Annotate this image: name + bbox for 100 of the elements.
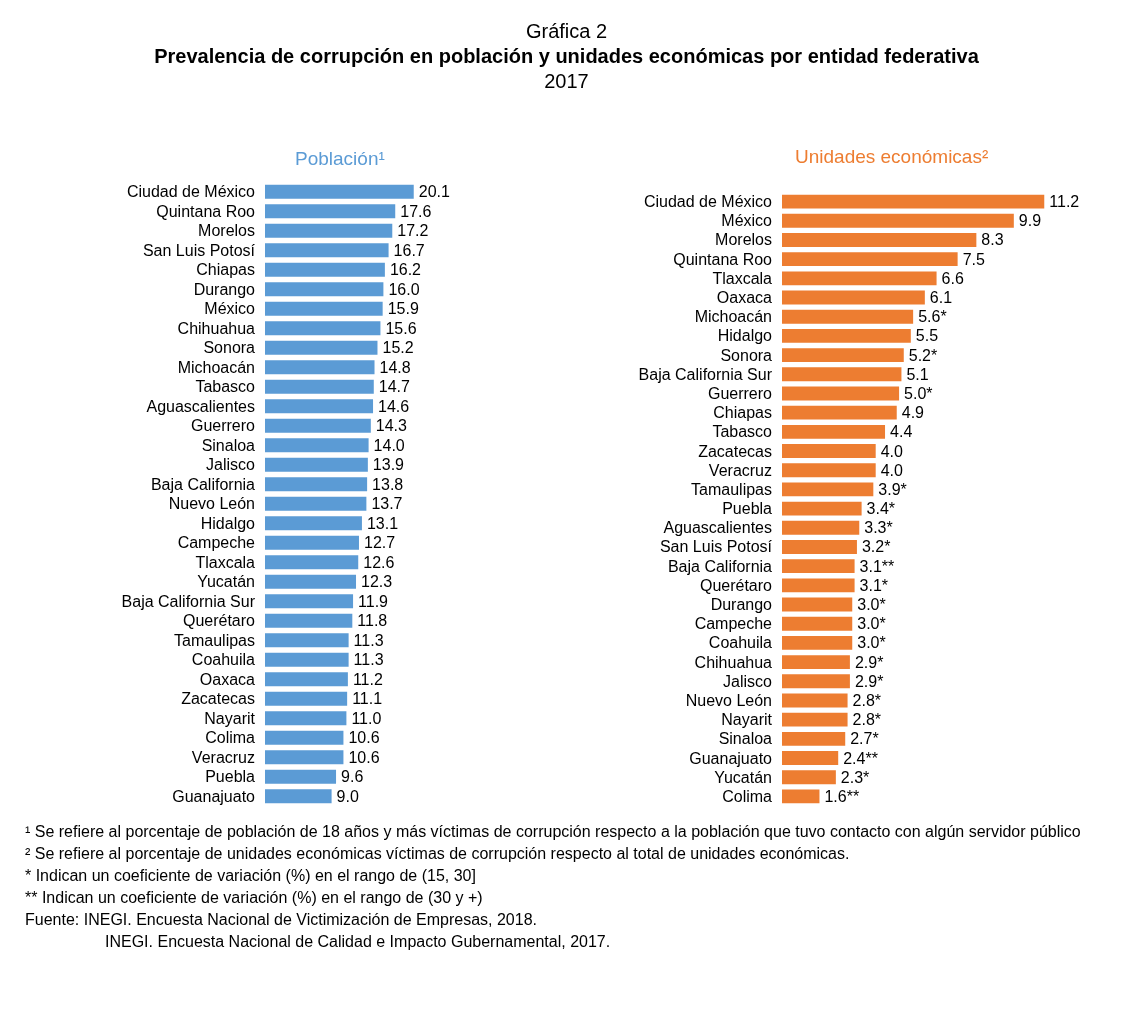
y-tick-label: Baja California Sur	[638, 365, 773, 383]
data-label: 15.9	[387, 300, 419, 318]
bar	[265, 301, 383, 316]
bar	[782, 463, 876, 478]
y-tick-label: Morelos	[198, 222, 255, 240]
bar	[782, 520, 860, 535]
data-label: 11.0	[351, 709, 382, 727]
y-tick-label: Guerrero	[707, 384, 773, 402]
data-label: 14.7	[378, 378, 411, 396]
y-tick-label: Durango	[710, 596, 773, 614]
bar	[265, 262, 385, 277]
bar	[265, 711, 347, 726]
bar	[782, 367, 902, 382]
y-tick-label: Sonora	[203, 339, 256, 357]
y-tick-label: Chihuahua	[694, 653, 773, 671]
bar	[265, 555, 359, 570]
chart-title: Población¹	[295, 148, 385, 169]
bar	[782, 424, 886, 439]
text: * Indican un coeficiente de variación (%) en el rango de (15, 30]	[25, 866, 477, 886]
bar	[265, 457, 368, 472]
bar	[265, 613, 353, 628]
data-label: 6.6	[941, 269, 964, 287]
y-tick-label: Puebla	[722, 500, 773, 518]
data-label: 3.9*	[878, 480, 907, 498]
y-tick-label: Guanajuato	[172, 787, 256, 805]
data-label: 11.1	[352, 690, 383, 708]
bar	[782, 540, 857, 554]
bar	[782, 194, 1045, 209]
y-tick-label: Chiapas	[713, 404, 772, 422]
text: 2017	[543, 70, 590, 93]
y-tick-label: Nuevo León	[168, 495, 255, 513]
y-tick-label: Querétaro	[182, 612, 256, 630]
data-label: 13.1	[366, 514, 399, 532]
data-label: 2.3*	[840, 768, 870, 786]
data-label: 14.3	[375, 417, 408, 435]
data-label: 5.0*	[904, 384, 933, 402]
data-label: 11.9	[358, 592, 389, 610]
data-label: 10.6	[348, 729, 380, 747]
bar	[265, 340, 378, 355]
y-tick-label: Jalisco	[723, 672, 773, 690]
bar	[265, 477, 368, 492]
data-label: 3.1*	[859, 576, 889, 594]
y-tick-label: Campeche	[177, 534, 256, 552]
data-label: 17.6	[400, 202, 432, 220]
bar	[265, 418, 371, 433]
y-tick-label: Oaxaca	[199, 670, 256, 688]
y-tick-label: Quintana Roo	[673, 250, 773, 268]
bar	[782, 693, 848, 708]
bar	[782, 559, 855, 574]
y-tick-label: Aguascalientes	[146, 397, 255, 415]
data-label: 7.5	[962, 250, 985, 268]
y-tick-label: Quintana Roo	[156, 202, 256, 220]
y-tick-label: México	[204, 300, 256, 318]
data-label: 3.0*	[857, 596, 886, 614]
data-label: 14.6	[378, 397, 410, 415]
data-label: 6.1	[929, 289, 953, 307]
bar	[265, 223, 393, 238]
text: Gráfica 2	[524, 20, 609, 43]
bar	[265, 769, 337, 784]
data-label: 4.0	[880, 442, 904, 460]
y-tick-label: Michoacán	[694, 308, 772, 326]
y-tick-label: San Luis Potosí	[142, 241, 256, 259]
y-tick-label: Baja California	[150, 475, 256, 493]
data-label: 3.1**	[859, 557, 895, 575]
text: ² Se refiere al porcentaje de unidades económicas víctimas de corrupción respecto al total de unidades económicas.	[25, 844, 851, 864]
source-note: Fuente: INEGI. Encuesta Nacional de Victimización de Empresas, 2018.	[25, 910, 538, 930]
y-tick-label: Veracruz	[708, 461, 772, 479]
y-tick-label: Zacatecas	[698, 442, 772, 460]
data-label: 11.3	[353, 651, 384, 669]
bar	[265, 594, 354, 609]
y-tick-label: Ciudad de México	[126, 183, 256, 201]
bar	[265, 184, 414, 199]
bar	[265, 652, 349, 667]
data-label: 10.6	[348, 748, 380, 766]
chart-title: Unidades económicas²	[795, 146, 989, 167]
data-label: 2.9*	[854, 672, 884, 690]
data-label: 20.1	[418, 183, 450, 201]
y-tick-label: Yucatán	[197, 573, 255, 591]
bar	[782, 712, 848, 727]
y-tick-label: Aguascalientes	[663, 519, 772, 537]
bar	[782, 213, 1014, 228]
bar	[265, 204, 396, 219]
y-tick-label: Campeche	[694, 615, 773, 633]
text: INEGI. Encuesta Nacional de Calidad e Impacto Gubernamental, 2017.	[104, 932, 612, 952]
y-tick-label: Oaxaca	[716, 289, 773, 307]
bar	[265, 750, 344, 765]
bar	[782, 501, 862, 516]
data-label: 3.3*	[864, 519, 893, 537]
y-tick-label: Morelos	[715, 231, 772, 249]
bar	[782, 731, 846, 746]
bar	[782, 444, 876, 458]
bar	[782, 386, 900, 401]
y-tick-label: Sonora	[720, 346, 773, 364]
bar	[782, 348, 904, 362]
y-tick-label: Coahuila	[708, 634, 773, 652]
y-tick-label: Sinaloa	[201, 436, 256, 454]
data-label: 5.6*	[918, 308, 947, 326]
y-tick-label: Ciudad de México	[643, 193, 773, 211]
data-label: 14.0	[373, 436, 405, 454]
bar	[265, 535, 359, 550]
